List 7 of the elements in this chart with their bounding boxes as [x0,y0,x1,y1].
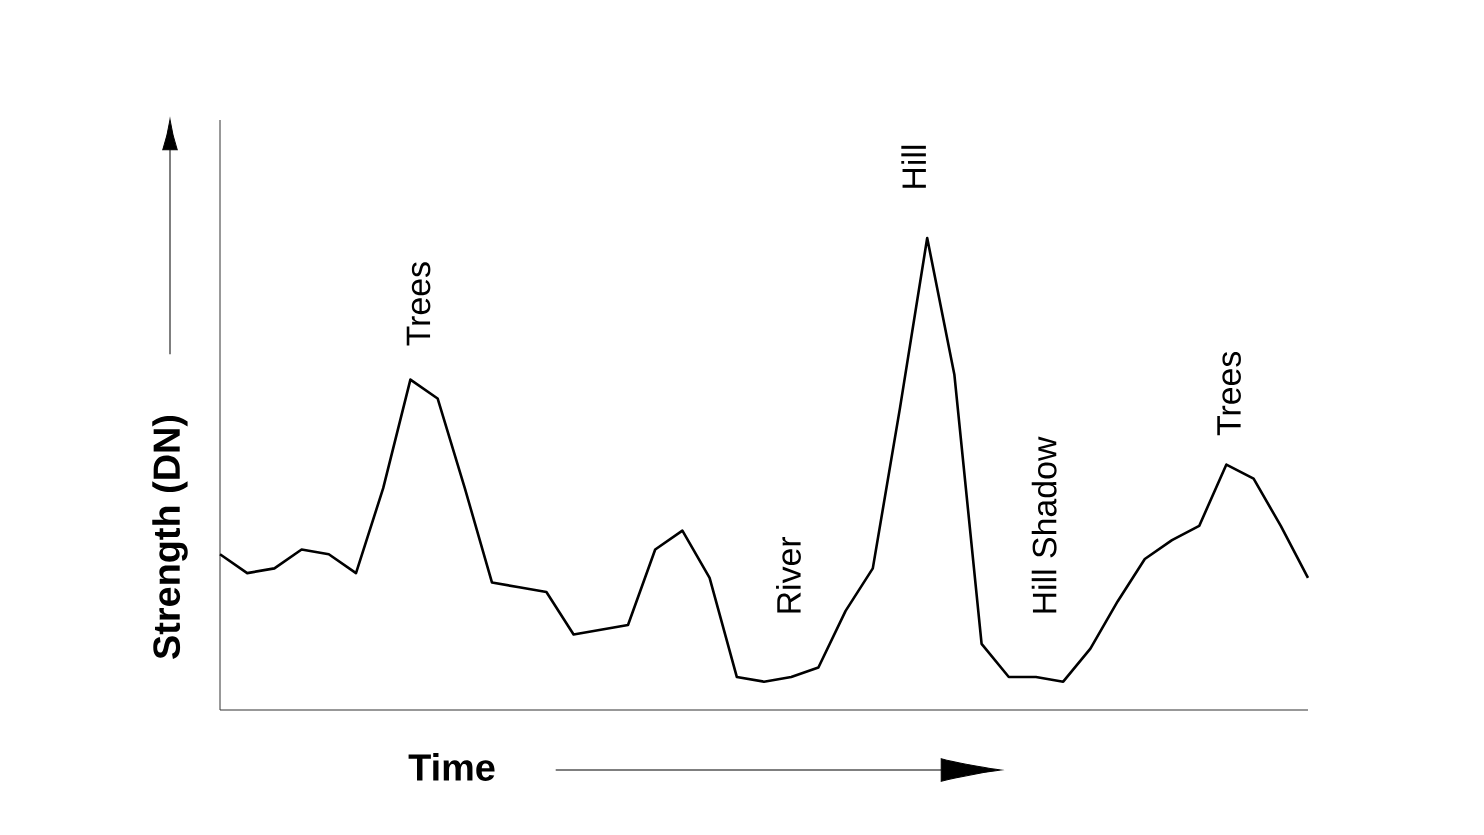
annotation: Hill Shadow [1031,436,1057,613]
x-axis-title: Time [408,753,495,781]
annotation: River [776,536,801,613]
annotation: Trees [1217,351,1241,436]
annotation: Trees [406,262,431,346]
text: Hill [901,145,926,188]
y-axis-title: Strength (DN) [152,415,188,659]
